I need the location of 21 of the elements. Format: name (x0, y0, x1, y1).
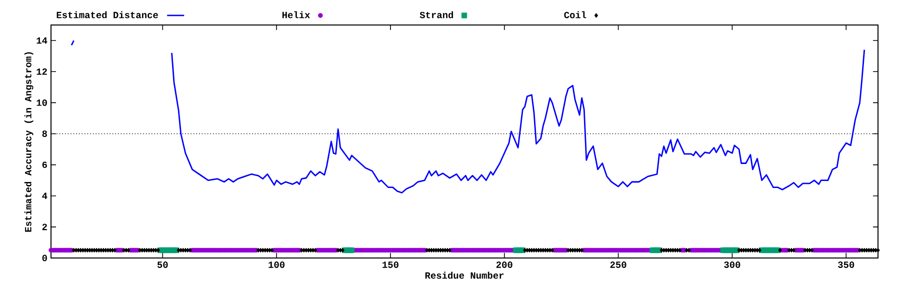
y-tick-label: 12 (36, 68, 47, 75)
y-tick-label: 8 (42, 130, 47, 137)
legend-label: Coil (564, 11, 586, 18)
y-tick-label: 6 (42, 162, 47, 168)
x-tick-label: 300 (724, 262, 740, 268)
y-tick-label: 4 (42, 192, 48, 199)
x-tick-label: 350 (838, 262, 854, 268)
x-tick-label: 150 (382, 262, 398, 268)
legend-label: Helix (282, 11, 310, 18)
x-tick-label: 200 (496, 262, 512, 268)
y-axis-title: Estimated Accuracy (in Angstrom) (24, 52, 34, 232)
y-tick-label: 0 (42, 254, 47, 262)
x-tick-label: 250 (610, 262, 626, 268)
x-tick-label: 50 (157, 262, 168, 268)
y-tick-label: 14 (36, 37, 48, 44)
legend-label: Estimated Distance (56, 11, 158, 18)
legend-label: Strand (420, 11, 454, 18)
y-tick-label: 2 (42, 224, 47, 230)
x-axis-title: Residue Number (425, 272, 504, 279)
x-tick-label: 100 (268, 262, 285, 268)
y-tick-label: 10 (36, 99, 47, 106)
